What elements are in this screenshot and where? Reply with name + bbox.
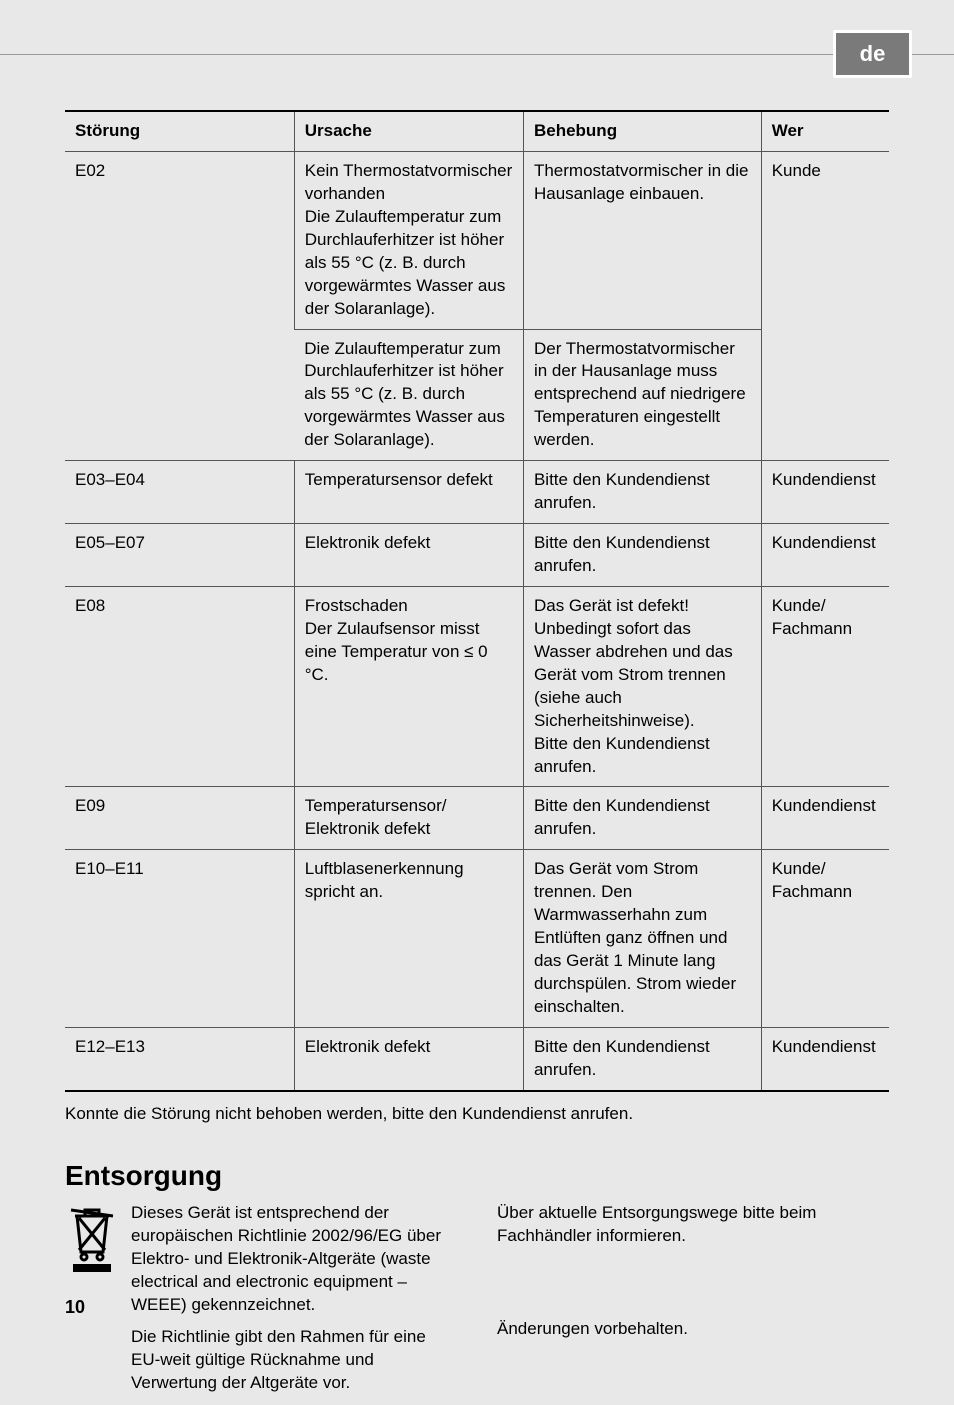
cell-stoerung: E03–E04: [65, 461, 294, 524]
col-header-behebung: Behebung: [523, 111, 761, 151]
disposal-left-text: Dieses Gerät ist entsprechend der europä…: [131, 1202, 457, 1405]
cell-wer: Kunde: [761, 151, 889, 460]
table-footnote: Konnte die Störung nicht behoben werden,…: [65, 1104, 889, 1124]
changes-reserved-note: Änderungen vorbehalten.: [497, 1318, 889, 1341]
cell-behebung: Bitte den Kundendienst anrufen.: [523, 1027, 761, 1090]
table-row: E10–E11 Luftblasenerkennung spricht an. …: [65, 850, 889, 1028]
table-row: E08 Frostschaden Der Zulaufsensor misst …: [65, 586, 889, 787]
cell-wer: Kundendienst: [761, 787, 889, 850]
cell-ursache: Elektronik defekt: [294, 1027, 523, 1090]
cell-behebung: Das Gerät vom Strom trennen. Den Warmwas…: [523, 850, 761, 1028]
cell-wer: Kundendienst: [761, 524, 889, 587]
language-tab-header: de: [0, 30, 954, 78]
header-rule-right: [912, 54, 954, 55]
cell-wer: Kunde/ Fachmann: [761, 850, 889, 1028]
cell-behebung: Bitte den Kundendienst anrufen.: [523, 524, 761, 587]
disposal-paragraph: Dieses Gerät ist entsprechend der europä…: [131, 1202, 457, 1317]
cell-behebung: Bitte den Kundendienst anrufen.: [523, 787, 761, 850]
cell-wer: Kunde/ Fachmann: [761, 586, 889, 787]
cell-ursache: Frostschaden Der Zulaufsensor misst eine…: [294, 586, 523, 787]
cell-ursache: Die Zulauftemperatur zum Durchlauferhitz…: [294, 329, 523, 461]
cell-stoerung: E08: [65, 586, 294, 787]
col-header-ursache: Ursache: [294, 111, 523, 151]
weee-bin-icon: [65, 1202, 119, 1274]
cell-behebung: Das Gerät ist defekt! Unbedingt sofort d…: [523, 586, 761, 787]
cell-ursache: Luftblasenerkennung spricht an.: [294, 850, 523, 1028]
cell-wer: Kundendienst: [761, 461, 889, 524]
cell-stoerung: E10–E11: [65, 850, 294, 1028]
col-header-wer: Wer: [761, 111, 889, 151]
cell-ursache: Kein Thermostatvormischer vorhanden Die …: [294, 151, 523, 329]
cell-stoerung: E05–E07: [65, 524, 294, 587]
cell-behebung: Der Thermostatvormischer in der Hausanla…: [523, 329, 761, 461]
disposal-section: Dieses Gerät ist entsprechend der europä…: [65, 1202, 889, 1405]
troubleshooting-table: Störung Ursache Behebung Wer E02 Kein Th…: [65, 110, 889, 1092]
section-heading-entsorgung: Entsorgung: [65, 1160, 889, 1192]
cell-behebung: Thermostatvormischer in die Hausanlage e…: [523, 151, 761, 329]
disposal-right-col: Über aktuelle Entsorgungswege bitte beim…: [497, 1202, 889, 1405]
page-content: Störung Ursache Behebung Wer E02 Kein Th…: [65, 110, 889, 1405]
cell-stoerung: E02: [65, 151, 294, 460]
disposal-paragraph: Über aktuelle Entsorgungswege bitte beim…: [497, 1202, 889, 1248]
cell-ursache: Temperatursensor defekt: [294, 461, 523, 524]
disposal-left-col: Dieses Gerät ist entsprechend der europä…: [65, 1202, 457, 1405]
cell-behebung: Bitte den Kundendienst anrufen.: [523, 461, 761, 524]
table-row: E03–E04 Temperatursensor defekt Bitte de…: [65, 461, 889, 524]
language-tab: de: [833, 30, 913, 78]
table-row: E09 Temperatursensor/ Elektronik defekt …: [65, 787, 889, 850]
header-rule-left: [0, 54, 833, 55]
table-header-row: Störung Ursache Behebung Wer: [65, 111, 889, 151]
table-row: E05–E07 Elektronik defekt Bitte den Kund…: [65, 524, 889, 587]
disposal-paragraph: Die Richtlinie gibt den Rahmen für eine …: [131, 1326, 457, 1395]
col-header-stoerung: Störung: [65, 111, 294, 151]
cell-ursache: Temperatursensor/ Elektronik defekt: [294, 787, 523, 850]
cell-wer: Kundendienst: [761, 1027, 889, 1090]
cell-ursache: Elektronik defekt: [294, 524, 523, 587]
cell-stoerung: E09: [65, 787, 294, 850]
table-row: E02 Kein Thermostatvormischer vorhanden …: [65, 151, 889, 329]
table-row: E12–E13 Elektronik defekt Bitte den Kund…: [65, 1027, 889, 1090]
cell-stoerung: E12–E13: [65, 1027, 294, 1090]
page-number: 10: [65, 1297, 85, 1318]
